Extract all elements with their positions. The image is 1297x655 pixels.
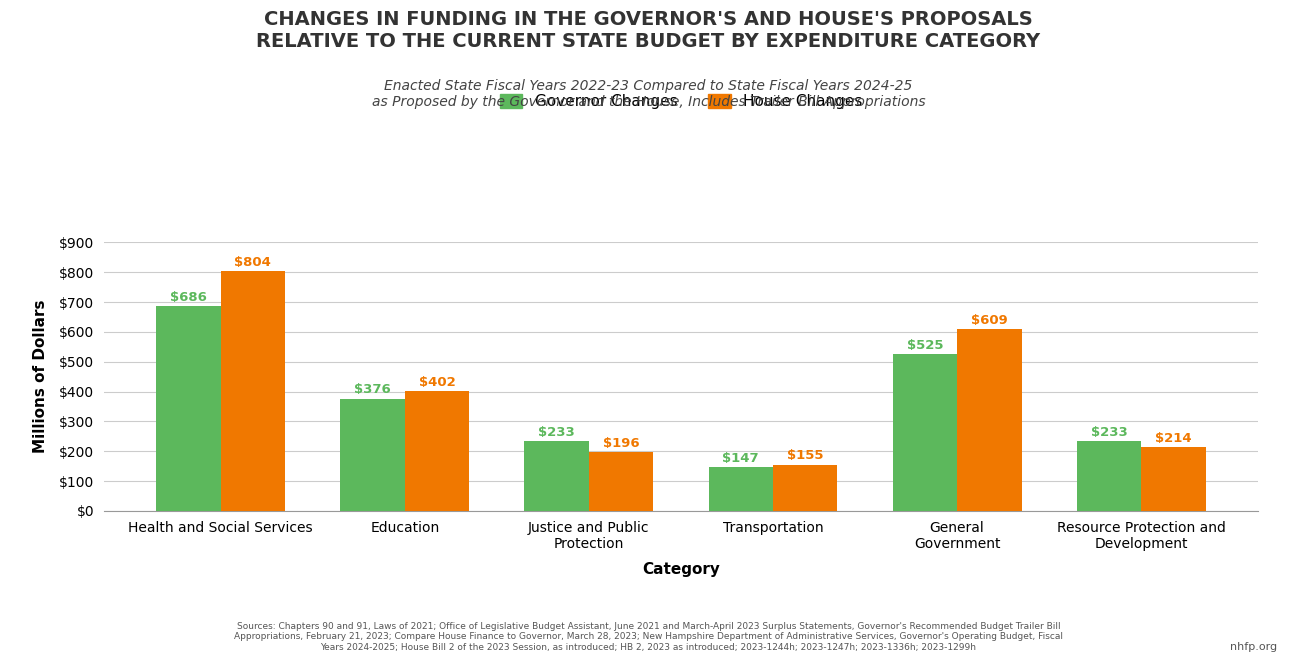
- Legend: Governor Changes, House Changes: Governor Changes, House Changes: [499, 94, 863, 109]
- Text: $155: $155: [787, 449, 824, 462]
- Text: $214: $214: [1156, 432, 1192, 445]
- X-axis label: Category: Category: [642, 562, 720, 577]
- Text: Enacted State Fiscal Years 2022-23 Compared to State Fiscal Years 2024-25
as Pro: Enacted State Fiscal Years 2022-23 Compa…: [372, 79, 925, 109]
- Bar: [220, 271, 285, 511]
- Text: $147: $147: [722, 452, 759, 464]
- Text: $233: $233: [538, 426, 575, 439]
- Bar: [892, 354, 957, 511]
- Bar: [708, 467, 773, 511]
- Bar: [1077, 441, 1141, 511]
- Text: $525: $525: [907, 339, 943, 352]
- Text: $609: $609: [971, 314, 1008, 327]
- Bar: [1141, 447, 1206, 511]
- Bar: [957, 329, 1022, 511]
- Text: $686: $686: [170, 291, 208, 304]
- Bar: [773, 464, 838, 511]
- Text: $376: $376: [354, 383, 390, 396]
- Text: $804: $804: [235, 255, 271, 269]
- Text: nhfp.org: nhfp.org: [1231, 642, 1278, 652]
- Bar: [589, 453, 654, 511]
- Text: Sources: Chapters 90 and 91, Laws of 2021; Office of Legislative Budget Assistan: Sources: Chapters 90 and 91, Laws of 202…: [233, 622, 1064, 652]
- Text: $233: $233: [1091, 426, 1127, 439]
- Text: CHANGES IN FUNDING IN THE GOVERNOR'S AND HOUSE'S PROPOSALS
RELATIVE TO THE CURRE: CHANGES IN FUNDING IN THE GOVERNOR'S AND…: [257, 10, 1040, 51]
- Bar: [405, 391, 470, 511]
- Bar: [156, 306, 220, 511]
- Text: $402: $402: [419, 375, 455, 388]
- Bar: [340, 399, 405, 511]
- Bar: [524, 441, 589, 511]
- Text: $196: $196: [603, 437, 639, 450]
- Y-axis label: Millions of Dollars: Millions of Dollars: [32, 300, 48, 453]
